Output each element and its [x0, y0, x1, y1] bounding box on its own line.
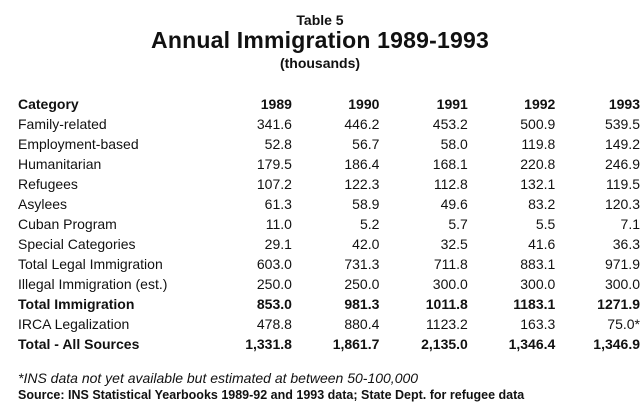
cell-1989: 11.0 — [265, 216, 292, 232]
row-label: Illegal Immigration (est.) — [18, 276, 168, 292]
table-row: Total Legal Immigration 603.0 731.3 711.… — [18, 254, 640, 274]
cell-1993: 971.9 — [604, 256, 640, 272]
cell-1993: 119.5 — [606, 176, 640, 192]
cell-1989: 853.0 — [256, 296, 292, 312]
cell-1990: 5.2 — [359, 216, 380, 232]
row-label: IRCA Legalization — [18, 316, 130, 332]
cell-1991: 58.0 — [440, 136, 468, 152]
row-label: Asylees — [18, 196, 68, 212]
table-row: Cuban Program 11.0 5.2 5.7 5.5 7.1 — [18, 214, 640, 234]
cell-1990: 122.3 — [344, 176, 380, 192]
cell-1993: 36.3 — [612, 236, 640, 252]
cell-1989: 52.8 — [264, 136, 292, 152]
column-header-category: Category — [18, 96, 79, 112]
cell-1989: 1,331.8 — [245, 336, 292, 352]
table-row: IRCA Legalization 478.8 880.4 1123.2 163… — [18, 314, 640, 334]
cell-1993: 75.0* — [607, 316, 640, 332]
cell-1993: 300.0 — [604, 276, 640, 292]
cell-1992: 883.1 — [520, 256, 556, 272]
cell-1991: 32.5 — [440, 236, 468, 252]
cell-1992: 41.6 — [528, 236, 556, 252]
cell-1992: 132.1 — [520, 176, 556, 192]
row-label: Total Legal Immigration — [18, 256, 163, 272]
cell-1989: 179.5 — [256, 156, 292, 172]
cell-1990: 981.3 — [344, 296, 380, 312]
page-title: Annual Immigration 1989-1993 — [151, 27, 489, 53]
cell-1993: 1,346.9 — [593, 336, 640, 352]
cell-1991: 49.6 — [440, 196, 468, 212]
table-row: Illegal Immigration (est.) 250.0 250.0 3… — [18, 274, 640, 294]
cell-1993: 1271.9 — [597, 296, 640, 312]
cell-1992: 220.8 — [520, 156, 556, 172]
cell-1991: 168.1 — [432, 156, 468, 172]
row-label: Cuban Program — [18, 216, 117, 232]
table-row-grand-total: Total - All Sources 1,331.8 1,861.7 2,13… — [18, 334, 640, 354]
cell-1992: 83.2 — [528, 196, 556, 212]
cell-1991: 5.7 — [448, 216, 468, 232]
column-header-1990: 1990 — [348, 96, 380, 112]
cell-1989: 250.0 — [256, 276, 292, 292]
cell-1992: 1183.1 — [513, 296, 556, 312]
row-label: Humanitarian — [18, 156, 102, 172]
column-header-1991: 1991 — [436, 96, 468, 112]
immigration-table: Category 1989 1990 1991 1992 1993 Family… — [18, 94, 640, 354]
cell-1989: 61.3 — [264, 196, 292, 212]
cell-1989: 107.2 — [256, 176, 292, 192]
footnote: *INS data not yet available but estimate… — [18, 370, 419, 386]
cell-1990: 1,861.7 — [332, 336, 380, 352]
column-header-1989: 1989 — [260, 96, 292, 112]
cell-1989: 29.1 — [264, 236, 292, 252]
cell-1991: 2,135.0 — [421, 336, 468, 352]
cell-1992: 1,346.4 — [508, 336, 556, 352]
cell-1993: 246.9 — [604, 156, 640, 172]
cell-1990: 250.0 — [344, 276, 380, 292]
table-row: Special Categories 29.1 42.0 32.5 41.6 3… — [18, 234, 640, 254]
cell-1993: 539.5 — [604, 116, 640, 132]
cell-1991: 1011.8 — [425, 296, 468, 312]
cell-1990: 880.4 — [344, 316, 380, 332]
cell-1990: 731.3 — [344, 256, 380, 272]
cell-1993: 120.3 — [604, 196, 640, 212]
cell-1992: 300.0 — [520, 276, 556, 292]
cell-1991: 453.2 — [432, 116, 468, 132]
row-label: Family-related — [18, 116, 107, 132]
cell-1989: 603.0 — [256, 256, 292, 272]
row-label: Refugees — [18, 176, 78, 192]
table-row: Humanitarian 179.5 186.4 168.1 220.8 246… — [18, 154, 640, 174]
table-row: Refugees 107.2 122.3 112.8 132.1 119.5 — [18, 174, 640, 194]
units-label: (thousands) — [279, 55, 361, 71]
cell-1992: 163.3 — [520, 316, 556, 332]
row-label: Total - All Sources — [18, 336, 140, 352]
row-label: Special Categories — [18, 236, 136, 252]
cell-1992: 119.8 — [521, 136, 556, 152]
cell-1990: 58.9 — [352, 196, 380, 212]
table-row: Family-related 341.6 446.2 453.2 500.9 5… — [18, 114, 640, 134]
cell-1989: 341.6 — [256, 116, 292, 132]
table-row: Employment-based 52.8 56.7 58.0 119.8 14… — [18, 134, 640, 154]
cell-1993: 7.1 — [620, 216, 640, 232]
cell-1990: 186.4 — [344, 156, 380, 172]
table-row-total: Total Immigration 853.0 981.3 1011.8 118… — [18, 294, 640, 314]
cell-1993: 149.2 — [604, 136, 640, 152]
cell-1991: 1123.2 — [426, 316, 468, 332]
cell-1989: 478.8 — [256, 316, 292, 332]
cell-1992: 500.9 — [520, 116, 556, 132]
cell-1991: 300.0 — [432, 276, 468, 292]
cell-1992: 5.5 — [535, 216, 556, 232]
column-header-1992: 1992 — [524, 96, 556, 112]
column-header-1993: 1993 — [608, 96, 640, 112]
table-row: Asylees 61.3 58.9 49.6 83.2 120.3 — [18, 194, 640, 214]
source-note: Source: INS Statistical Yearbooks 1989-9… — [18, 388, 525, 402]
cell-1990: 42.0 — [352, 236, 380, 252]
table-label: Table 5 — [296, 12, 344, 28]
cell-1990: 56.7 — [352, 136, 380, 152]
cell-1991: 711.8 — [433, 256, 468, 272]
cell-1990: 446.2 — [344, 116, 380, 132]
cell-1991: 112.8 — [433, 176, 468, 192]
row-label: Total Immigration — [18, 296, 135, 312]
row-label: Employment-based — [18, 136, 139, 152]
header-row: Category 1989 1990 1991 1992 1993 — [18, 94, 640, 114]
